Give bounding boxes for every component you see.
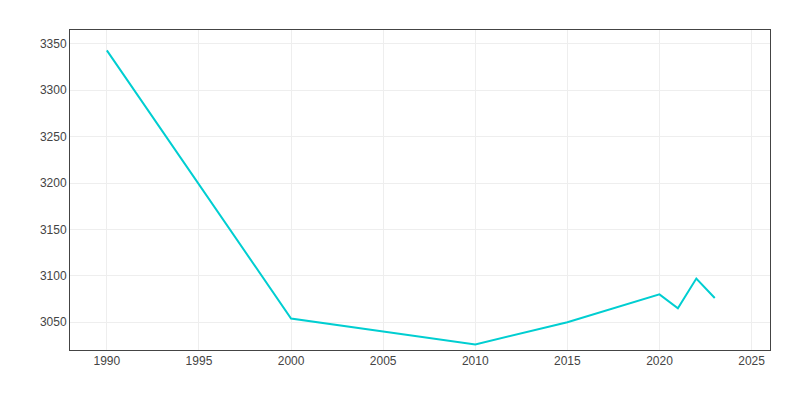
- svg-text:3050: 3050: [40, 315, 67, 329]
- svg-text:2005: 2005: [370, 354, 397, 368]
- svg-text:2000: 2000: [278, 354, 305, 368]
- svg-text:1995: 1995: [186, 354, 213, 368]
- svg-text:3200: 3200: [40, 176, 67, 190]
- svg-text:2025: 2025: [738, 354, 765, 368]
- svg-text:1990: 1990: [93, 354, 120, 368]
- svg-text:3350: 3350: [40, 37, 67, 51]
- svg-text:2015: 2015: [554, 354, 581, 368]
- svg-text:2010: 2010: [462, 354, 489, 368]
- svg-text:2020: 2020: [646, 354, 673, 368]
- svg-text:3250: 3250: [40, 130, 67, 144]
- svg-text:3100: 3100: [40, 269, 67, 283]
- svg-text:3300: 3300: [40, 83, 67, 97]
- svg-text:3150: 3150: [40, 223, 67, 237]
